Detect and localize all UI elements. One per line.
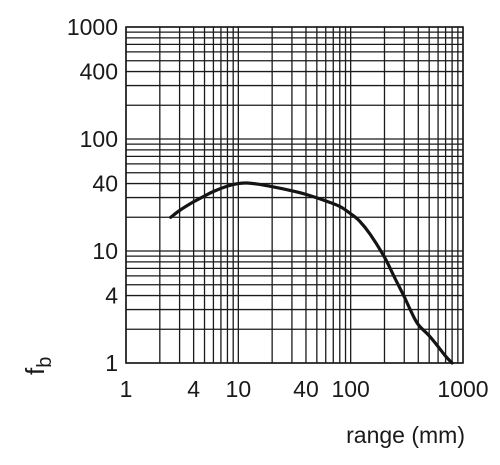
x-tick-label: 40 bbox=[293, 376, 319, 402]
plot-frame bbox=[125, 26, 464, 364]
x-axis-title: range (mm) bbox=[346, 422, 465, 448]
x-tick-label: 4 bbox=[187, 376, 200, 402]
x-tick-labels: 1 4 10 40 100 1000 bbox=[120, 376, 489, 402]
y-tick-label: 4 bbox=[105, 283, 118, 309]
y-tick-label: 10 bbox=[92, 238, 118, 264]
y-axis-title: fb bbox=[20, 357, 56, 375]
y-tick-label: 40 bbox=[92, 171, 118, 197]
series-line bbox=[169, 181, 454, 365]
y-tick-labels: 1 4 10 40 100 400 1000 bbox=[67, 14, 118, 376]
y-tick-label: 1 bbox=[105, 350, 118, 376]
x-tick-label: 10 bbox=[226, 376, 252, 402]
y-axis-title-main: f bbox=[20, 367, 50, 375]
x-tick-label: 1000 bbox=[437, 376, 488, 402]
y-tick-label: 1000 bbox=[67, 14, 118, 40]
y-axis-title-subscript: b bbox=[34, 357, 56, 368]
x-tick-label: 1 bbox=[120, 376, 133, 402]
x-tick-label: 100 bbox=[331, 376, 369, 402]
y-tick-label: 400 bbox=[80, 59, 118, 85]
y-tick-label: 100 bbox=[80, 126, 118, 152]
